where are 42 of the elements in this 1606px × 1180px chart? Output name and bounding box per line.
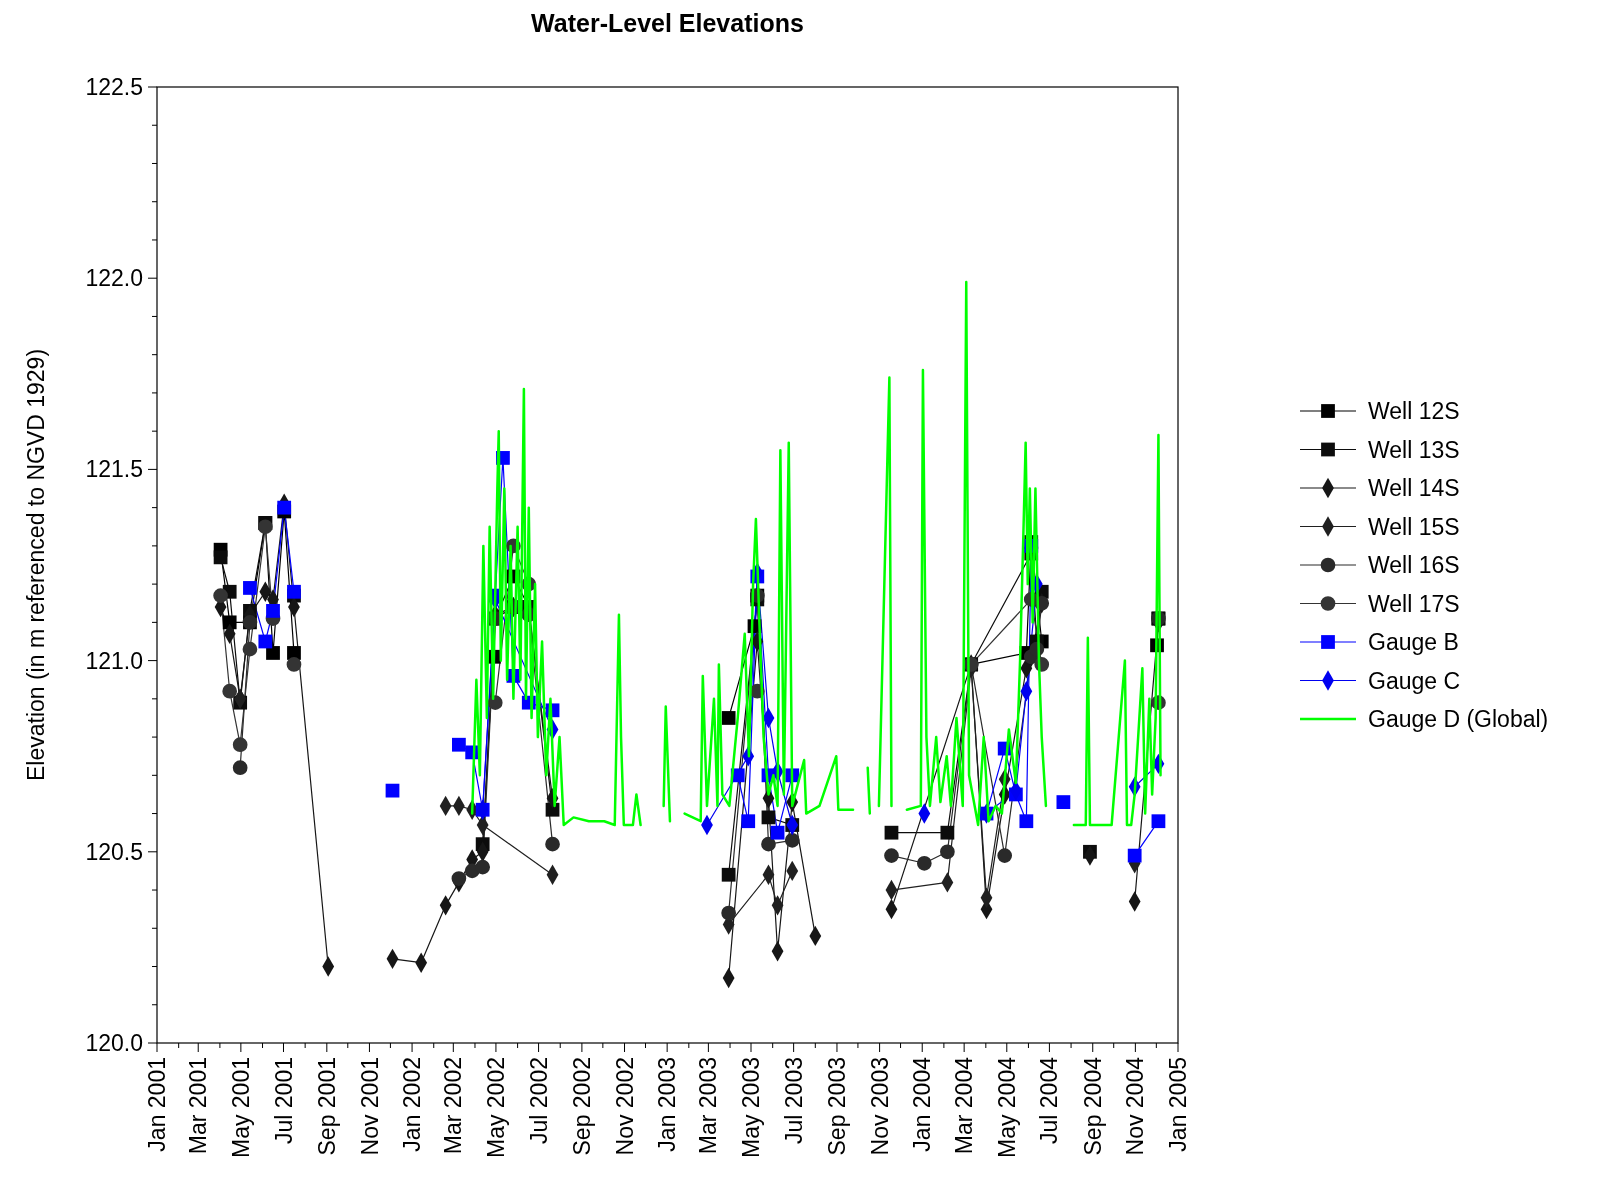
y-tick-label: 121.0 [85, 647, 143, 674]
x-tick-label: Jan 2004 [909, 1056, 936, 1152]
y-tick-label: 120.0 [85, 1030, 143, 1057]
x-tick-label: Jan 2003 [654, 1057, 681, 1152]
legend-label: Well 17S [1368, 590, 1460, 617]
y-tick-label: 120.5 [85, 838, 143, 865]
x-tick-label: May 2002 [482, 1057, 509, 1159]
x-tick-label: May 2004 [993, 1056, 1020, 1159]
x-tick-label: Nov 2001 [356, 1057, 383, 1156]
legend-label: Well 14S [1368, 475, 1460, 502]
legend-label: Well 15S [1368, 513, 1460, 540]
y-axis-title: Elevation (in m referenced to NGVD 1929) [23, 348, 50, 782]
legend-label: Well 16S [1368, 552, 1460, 579]
x-tick-label: May 2001 [227, 1057, 254, 1159]
legend-label: Gauge C [1368, 667, 1461, 694]
x-tick-label: Nov 2002 [611, 1057, 638, 1156]
x-tick-label: Sep 2001 [313, 1057, 340, 1156]
x-tick-label: Jul 2001 [270, 1057, 297, 1144]
x-tick-label: Jul 2003 [780, 1057, 807, 1144]
legend-label: Gauge B [1368, 629, 1459, 656]
x-tick-label: Mar 2004 [951, 1056, 978, 1155]
y-tick-label: 122.5 [85, 74, 143, 101]
x-tick-label: Jan 2002 [399, 1057, 426, 1152]
chart-title: Water-Level Elevations [531, 9, 804, 37]
legend-label: Gauge D (Global) [1368, 706, 1549, 733]
legend-label: Well 13S [1368, 436, 1460, 463]
x-tick-label: Jul 2002 [525, 1057, 552, 1144]
x-tick-label: Sep 2004 [1079, 1056, 1106, 1156]
x-tick-label: Mar 2001 [185, 1057, 212, 1155]
y-tick-label: 122.0 [85, 265, 143, 292]
x-tick-label: Nov 2003 [866, 1057, 893, 1156]
x-tick-label: Mar 2002 [440, 1057, 467, 1155]
y-tick-label: 121.5 [85, 456, 143, 483]
x-tick-label: Jan 2001 [144, 1057, 171, 1152]
x-tick-label: Jan 2005 [1165, 1057, 1192, 1152]
x-tick-label: May 2003 [738, 1057, 765, 1159]
x-tick-label: Nov 2004 [1122, 1056, 1149, 1156]
x-tick-label: Sep 2002 [568, 1057, 595, 1156]
x-tick-label: Jul 2004 [1036, 1056, 1063, 1144]
x-tick-label: Sep 2003 [824, 1057, 851, 1156]
x-tick-label: Mar 2003 [695, 1057, 722, 1155]
legend-label: Well 12S [1368, 398, 1460, 425]
